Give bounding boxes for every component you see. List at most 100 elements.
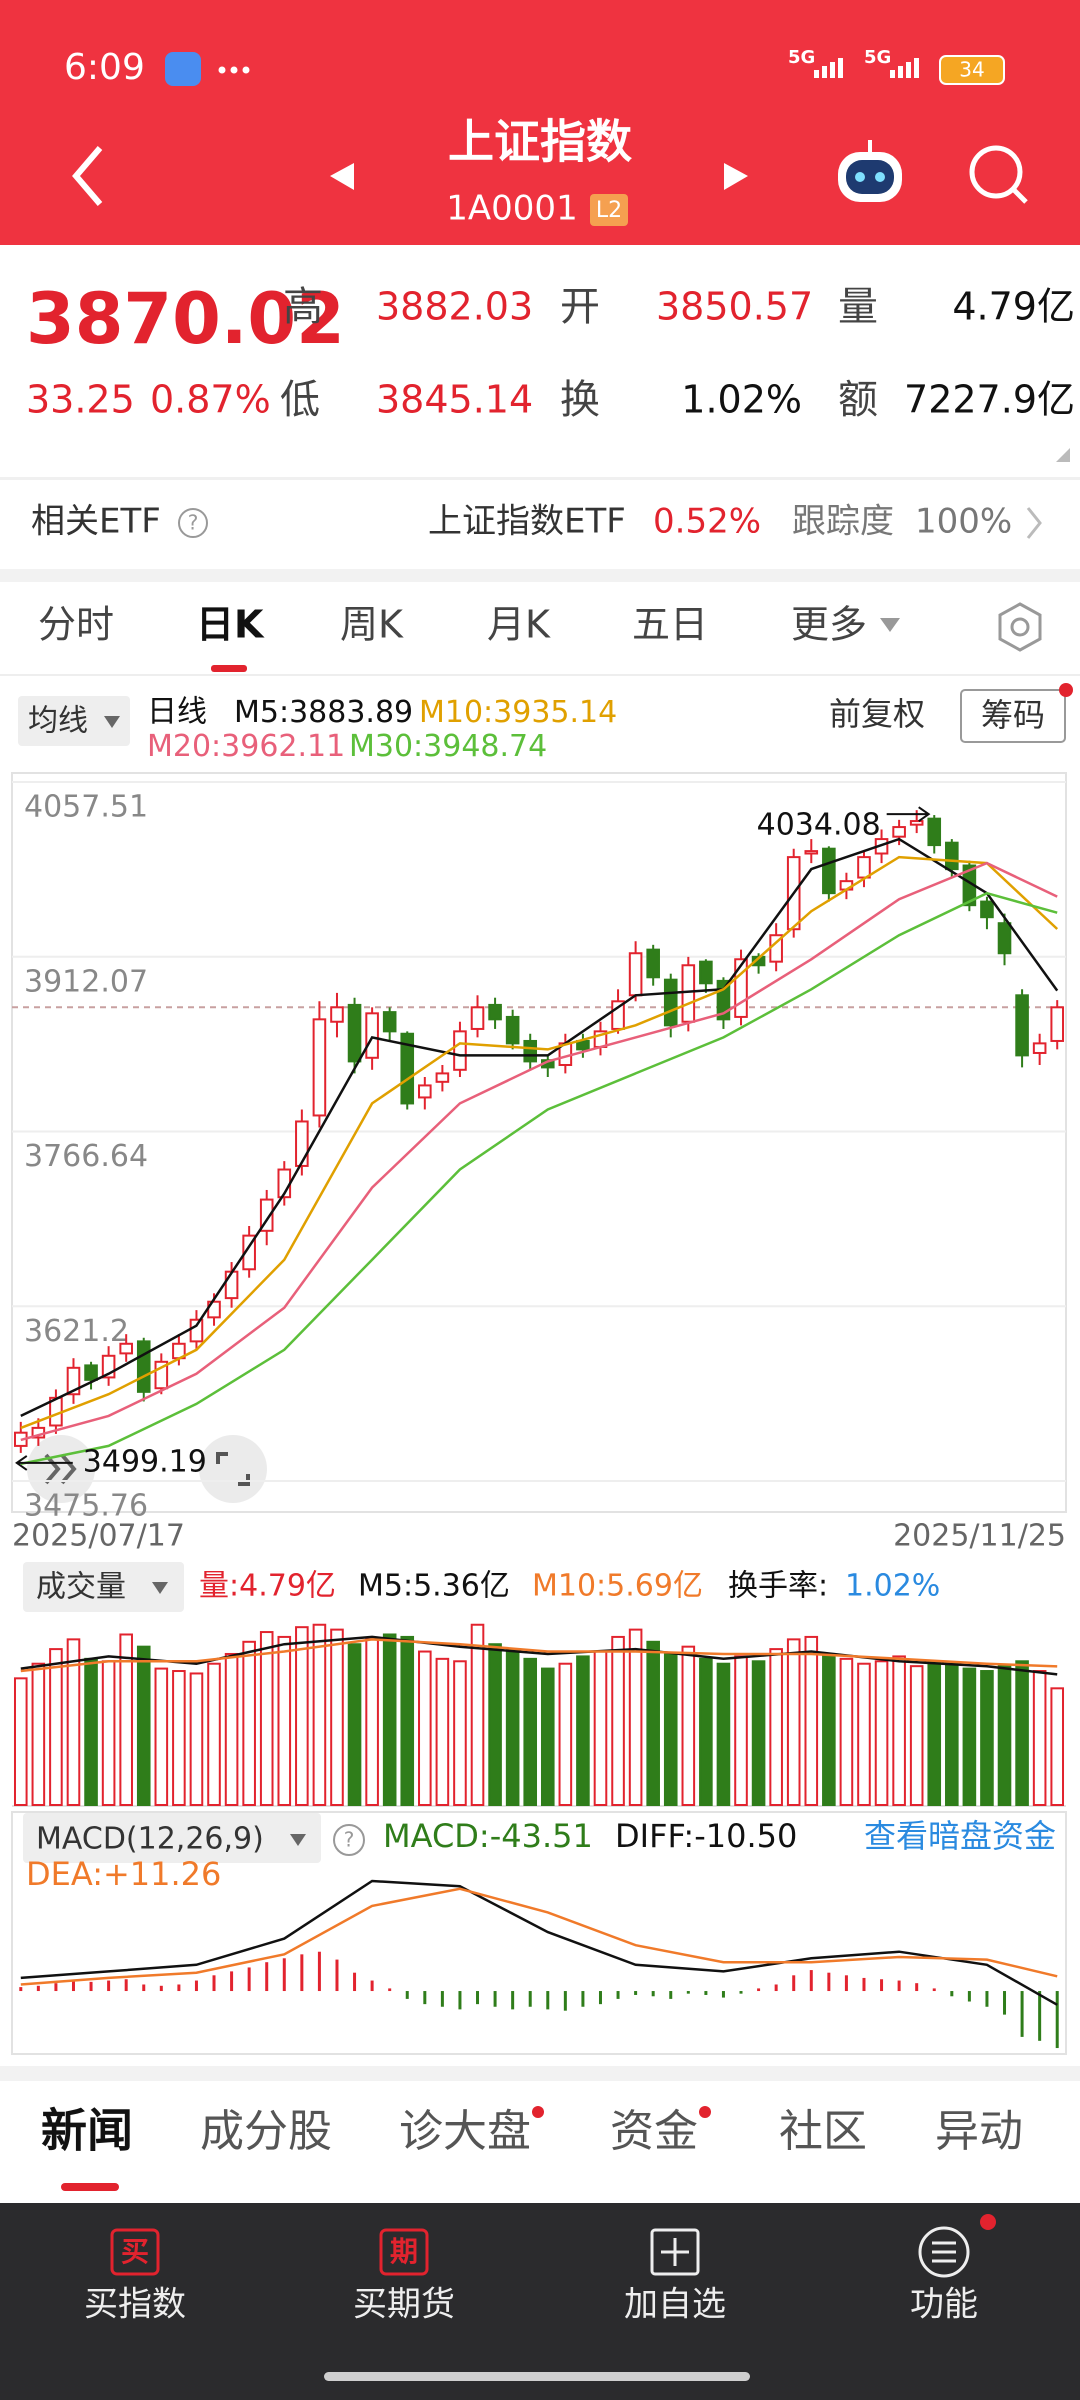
vol-legend: 换手率:: [728, 1569, 828, 1604]
candle-body: [681, 964, 696, 1023]
price: 3870.02: [26, 278, 345, 360]
candle-body: [892, 826, 906, 838]
volume-bar: [927, 1660, 942, 1807]
volume-bar: [119, 1633, 133, 1806]
fullscreen-button[interactable]: [199, 1435, 267, 1503]
chevron[interactable]: [1026, 507, 1042, 539]
field-value: 3850.57: [656, 285, 813, 329]
candle-body: [663, 978, 678, 1027]
more-dots: [218, 66, 250, 74]
adjust[interactable]: 前复权: [829, 695, 925, 733]
tab[interactable]: 分时: [38, 603, 114, 647]
nav-icon[interactable]: [379, 2228, 429, 2276]
help-icon[interactable]: [333, 1824, 365, 1856]
volume-bar: [470, 1623, 485, 1806]
badge-dot: [980, 2214, 996, 2230]
volume-bar: [804, 1635, 819, 1807]
field-label: 额: [838, 377, 878, 423]
ma-toggle-bg[interactable]: [18, 696, 130, 746]
volume-bar: [909, 1665, 924, 1806]
nav-icon[interactable]: [650, 2228, 700, 2276]
tab[interactable]: 月K: [487, 603, 551, 647]
field-label: 开: [560, 284, 600, 330]
candle-body: [1050, 1006, 1065, 1042]
tab-active[interactable]: 日K: [196, 603, 265, 647]
news-tab[interactable]: 资金: [610, 2106, 698, 2157]
candle-body: [927, 817, 942, 847]
help-text: ?: [344, 1828, 355, 1852]
settings-button[interactable]: [998, 602, 1042, 652]
back-button[interactable]: [72, 146, 103, 206]
macd-toggle-bg[interactable]: [23, 1813, 321, 1863]
volume-bar: [1032, 1670, 1047, 1806]
home-indicator: [324, 2372, 750, 2381]
track-label: 跟踪度: [792, 502, 894, 542]
etf-name[interactable]: 上证指数ETF: [428, 502, 626, 542]
news-tab[interactable]: 诊大盘: [399, 2106, 531, 2157]
next-button[interactable]: [724, 163, 748, 190]
field-label: 量: [838, 284, 878, 330]
news-tab[interactable]: 社区: [779, 2106, 867, 2157]
volume-bar: [330, 1628, 344, 1806]
volume-bar: [154, 1667, 169, 1806]
volume-bar: [365, 1638, 379, 1807]
candle-body: [242, 1234, 256, 1271]
chips-button[interactable]: [960, 689, 1066, 743]
macd-legend: DEA:+11.26: [26, 1855, 221, 1893]
volume-bar: [857, 1662, 871, 1806]
tab[interactable]: 更多: [791, 603, 867, 647]
candle-body: [857, 856, 871, 879]
volume-bar: [505, 1648, 520, 1806]
ma-legend: M20:3962.11: [147, 729, 345, 764]
nav-icon[interactable]: [110, 2228, 160, 2276]
volume-bar: [751, 1660, 766, 1807]
field-value: 1.02%: [681, 378, 802, 422]
nav-label[interactable]: 买指数: [84, 2285, 186, 2325]
status-time: 6:09: [64, 47, 145, 88]
volume-bar: [699, 1657, 713, 1807]
search-button[interactable]: [969, 145, 1028, 204]
tab[interactable]: 周K: [340, 603, 404, 647]
volume-bar: [576, 1655, 590, 1807]
macd-title[interactable]: MACD(12,26,9): [36, 1822, 264, 1857]
robot-button[interactable]: [838, 140, 902, 202]
max-arrow: [886, 806, 931, 822]
news-tab[interactable]: 异动: [935, 2106, 1023, 2157]
help-icon[interactable]: [178, 508, 208, 538]
nav-label[interactable]: 功能: [910, 2285, 978, 2325]
vol-legend: M5:5.36亿: [358, 1569, 510, 1604]
nav-label[interactable]: 买期货: [353, 2285, 455, 2325]
change: 33.25: [26, 378, 135, 422]
nav-icon[interactable]: [918, 2226, 970, 2278]
candle-body: [453, 1030, 467, 1071]
track-value: 100%: [915, 502, 1012, 542]
volume-bar: [418, 1650, 432, 1806]
candle-body: [101, 1354, 116, 1379]
candle-body: [576, 1039, 590, 1051]
vol-toggle-bg[interactable]: [23, 1562, 184, 1612]
volume-bar: [31, 1662, 46, 1806]
tab[interactable]: 五日: [632, 603, 708, 647]
volume-bar: [84, 1657, 98, 1807]
vol-title[interactable]: 成交量: [36, 1570, 126, 1605]
nav-label[interactable]: 加自选: [624, 2285, 726, 2325]
prev-button[interactable]: [330, 163, 354, 190]
macd-link[interactable]: 查看暗盘资金: [864, 1817, 1056, 1855]
volume-bar: [277, 1635, 292, 1807]
vol-legend: 量:4.79亿: [199, 1569, 336, 1604]
candle-body: [347, 1003, 362, 1063]
volume-bar: [540, 1667, 555, 1806]
candle-body: [699, 960, 713, 985]
volume-ma-line: [20, 1638, 1058, 1673]
news-tab[interactable]: 成分股: [200, 2106, 332, 2157]
chips[interactable]: 筹码: [981, 696, 1045, 734]
volume-bar: [242, 1640, 256, 1807]
divider: [0, 2066, 1080, 2081]
news-tab-active[interactable]: 新闻: [41, 2104, 133, 2158]
ma-toggle[interactable]: 均线: [28, 704, 88, 739]
volume-bar: [786, 1638, 801, 1807]
candle-body: [505, 1015, 520, 1045]
tab-underline: [61, 2183, 119, 2191]
dropdown: [290, 1834, 306, 1846]
candle-body: [382, 1011, 397, 1033]
